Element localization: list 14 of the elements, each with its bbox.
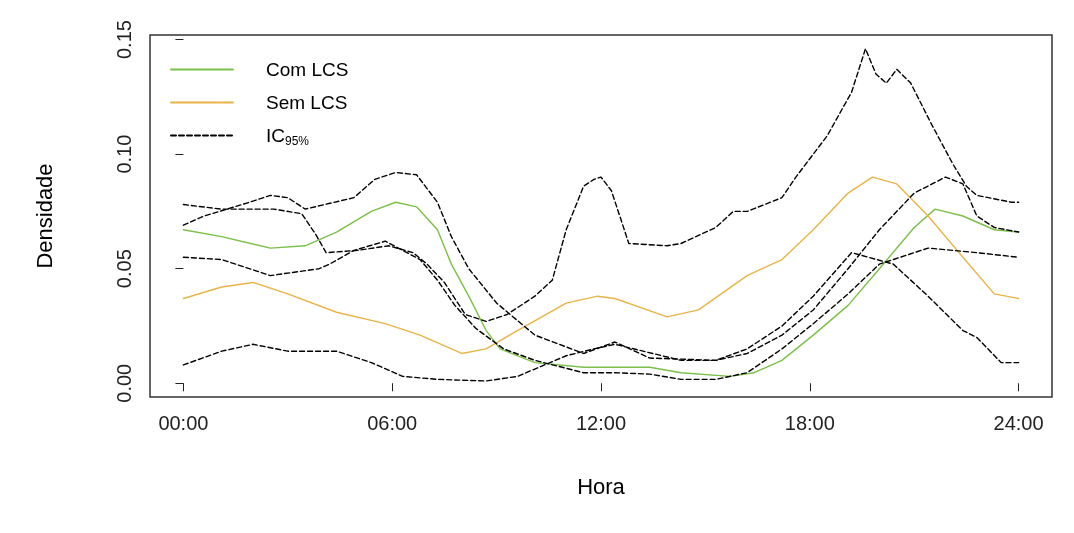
x-tick-label: 18:00 — [784, 412, 835, 434]
y-tick-label: 0.00 — [113, 363, 135, 403]
x-tick-label: 00:00 — [158, 412, 209, 434]
x-tick-label: 06:00 — [367, 412, 418, 434]
y-tick-label: 0.05 — [113, 249, 135, 289]
x-tick-label: 24:00 — [993, 412, 1044, 434]
x-axis-title: Hora — [577, 473, 626, 499]
legend-label: Com LCS — [266, 59, 349, 80]
y-tick-label: 0.15 — [113, 20, 135, 60]
legend-label: Sem LCS — [266, 92, 348, 113]
y-tick-label: 0.10 — [113, 134, 135, 174]
y-axis-title: Densidade — [31, 163, 57, 269]
x-tick-label: 12:00 — [575, 412, 627, 434]
line-series — [182, 201, 1020, 378]
